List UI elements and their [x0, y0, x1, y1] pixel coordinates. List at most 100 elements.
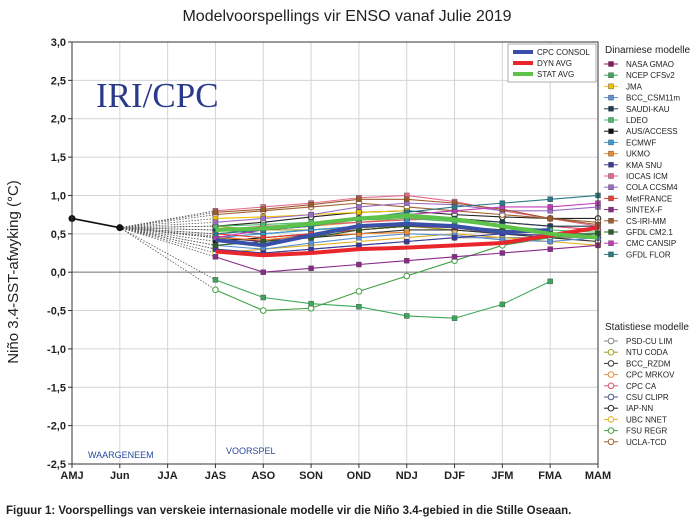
y-tick-label: 1,5	[51, 152, 66, 164]
model-point	[356, 204, 362, 210]
statistical-legend-label: CPC MRKOV	[626, 371, 675, 380]
dynamic-legend-swatch-marker	[608, 218, 614, 224]
dynamic-legend-label: BCC_CSM11m	[626, 94, 680, 103]
model-point	[451, 315, 458, 321]
plot-series	[68, 192, 602, 321]
dynamic-legend-swatch-marker	[608, 184, 614, 190]
statistical-legend-swatch-marker	[607, 348, 615, 356]
dynamic-legend-label: SAUDI-KAU	[626, 105, 670, 114]
forecast-connector	[119, 227, 216, 242]
dynamic-legend-label: GFDL FLOR	[626, 250, 671, 259]
model-point	[212, 286, 219, 294]
observed-point	[116, 224, 124, 232]
statistical-legend-title: Statistiese modelle	[605, 322, 689, 333]
y-tick-label: 3,0	[51, 37, 66, 49]
model-point	[547, 238, 553, 245]
model-point	[404, 196, 410, 202]
model-point	[356, 209, 362, 216]
axes: 3,0 2,5 2,0 1,5 1,0 0,5 0,0 -0,5 -1,0 -1,5 -2,0 -2,…	[47, 37, 611, 482]
model-point	[404, 313, 410, 319]
model-point	[212, 254, 219, 260]
model-point	[356, 196, 362, 202]
x-tick-label: JFM	[491, 470, 513, 482]
x-tick-label: MAM	[585, 470, 611, 482]
forecast-connector	[119, 225, 216, 229]
statistical-legend-label: FSU REGR	[626, 427, 668, 436]
dynamic-legend-label: GFDL CM2.1	[626, 228, 673, 237]
statistical-legend-swatch-marker	[607, 438, 615, 446]
statistical-legend-swatch-marker	[607, 427, 615, 434]
x-tick-label: AMJ	[60, 470, 83, 482]
model-point	[404, 257, 410, 264]
dynamic-legend-label: AUS/ACCESS	[626, 127, 678, 136]
model-point	[308, 240, 314, 246]
model-point	[212, 277, 219, 283]
iri-cpc-watermark: IRI/CPC	[96, 76, 219, 115]
forecast-connector	[119, 221, 216, 229]
model-point	[547, 196, 553, 202]
model-point	[212, 242, 219, 249]
dynamic-model-series	[212, 277, 553, 321]
dynamic-legend-swatch-marker	[608, 139, 614, 146]
statistical-legend-label: CSU CLIPR	[626, 393, 669, 402]
observed-line	[71, 217, 120, 229]
model-point	[308, 201, 314, 208]
model-point	[499, 250, 506, 256]
average-line	[215, 225, 599, 258]
dynamic-legend-label: KMA SNU	[626, 161, 662, 170]
model-point	[259, 307, 267, 314]
dynamic-legend-swatch-marker	[608, 162, 614, 168]
model-point	[212, 219, 219, 226]
dynamic-legend-swatch-marker	[608, 106, 614, 112]
dynamic-legend-swatch-marker	[608, 251, 614, 258]
model-point	[451, 204, 458, 210]
figure-caption: Figuur 1: Voorspellings van verskeie int…	[6, 505, 572, 517]
statistical-legend-label: BCC_RZDM	[626, 359, 671, 368]
model-point	[356, 261, 362, 268]
average-legend-label: DYN AVG	[537, 59, 572, 68]
dynamic-legend-swatch-marker	[608, 128, 614, 134]
forecast-connector	[119, 218, 216, 229]
dynamic-legend-swatch-marker	[608, 94, 614, 101]
average-line	[215, 221, 551, 248]
x-tick-label: JJA	[158, 470, 178, 482]
statistical-legend-swatch-marker	[607, 404, 615, 412]
forecast-connector	[119, 227, 216, 281]
statistical-legend-swatch-marker	[607, 416, 615, 423]
y-tick-label: -1,5	[47, 382, 66, 394]
statistical-legend-label: PSD-CU LIM	[626, 337, 673, 346]
dynamic-legend-label: NCEP CFSv2	[626, 71, 675, 80]
statistical-legend-label: IAP-NN	[626, 404, 653, 413]
model-point	[308, 265, 314, 272]
statistical-legend-swatch-marker	[607, 360, 615, 367]
forecast-connector	[119, 214, 216, 229]
dynamic-legend-swatch-marker	[608, 195, 614, 202]
dynamic-legend-swatch-marker	[608, 117, 614, 123]
y-tick-label: 2,0	[51, 114, 66, 126]
model-point	[547, 246, 553, 252]
model-point	[308, 300, 314, 307]
model-point	[547, 278, 553, 285]
dynamic-legend-title: Dinamiese modelle	[605, 45, 690, 56]
forecast-connector	[119, 227, 216, 239]
model-point	[547, 215, 553, 222]
dynamic-legend-swatch-marker	[608, 72, 614, 78]
x-tick-label: NDJ	[396, 470, 418, 482]
y-tick-label: 1,0	[51, 190, 66, 202]
model-point	[212, 209, 219, 216]
statistical-legend-swatch-marker	[607, 371, 615, 378]
observed-annotation: WAARGENEEM	[88, 450, 154, 460]
dynamic-legend-label: IOCAS ICM	[626, 172, 668, 181]
model-point	[499, 301, 506, 308]
forecast-connector	[119, 227, 216, 254]
dynamic-legend-swatch-marker	[608, 173, 614, 179]
dynamic-legend-swatch-marker	[608, 150, 614, 157]
average-legend: CPC CONSOL DYN AVG STAT AVG	[507, 43, 597, 83]
dynamic-legend-label: CS-IRI-MM	[626, 217, 666, 226]
model-point	[355, 288, 363, 295]
model-point	[499, 200, 506, 206]
model-point	[212, 231, 219, 237]
chart-title: Modelvoorspellings vir ENSO vanaf Julie …	[182, 8, 511, 25]
model-point	[451, 254, 458, 260]
statistical-legend-label: CPC CA	[626, 382, 657, 391]
